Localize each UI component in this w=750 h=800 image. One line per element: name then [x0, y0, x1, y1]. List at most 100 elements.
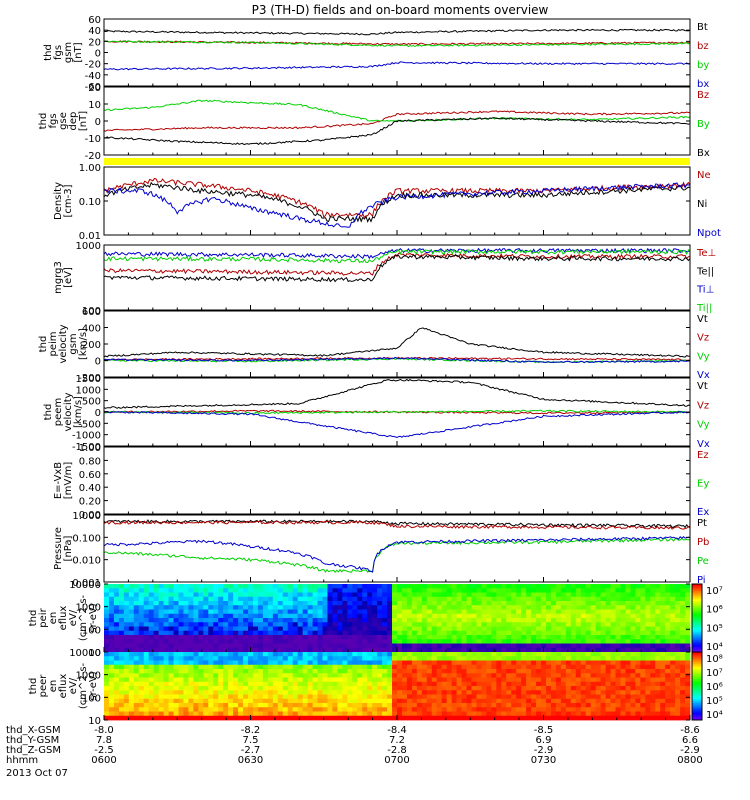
heatmap-cell — [630, 673, 636, 678]
heatmap-cell — [645, 660, 651, 666]
heatmap-cell — [342, 673, 348, 678]
heatmap-cell — [441, 588, 448, 593]
heatmap-cell — [680, 618, 686, 623]
heatmap-cell — [640, 613, 646, 619]
heatmap-cell — [491, 703, 497, 708]
heatmap-cell — [650, 588, 656, 593]
heatmap-cell — [516, 660, 522, 666]
heatmap-cell — [640, 681, 646, 687]
heatmap-cell — [372, 601, 378, 606]
heatmap-cell — [223, 656, 229, 661]
heatmap-cell — [277, 592, 284, 598]
heatmap-cell — [665, 584, 671, 589]
heatmap-cell — [367, 681, 373, 687]
heatmap-cell — [580, 605, 587, 610]
heatmap-cell — [108, 715, 115, 721]
heatmap-cell — [218, 630, 224, 636]
heatmap-cell — [436, 694, 443, 700]
heatmap-cell — [476, 613, 482, 619]
heatmap-cell — [441, 609, 448, 615]
heatmap-cell — [461, 660, 467, 666]
heatmap-cell — [267, 669, 274, 674]
y-axis-label: E=-VxB — [53, 462, 64, 499]
heatmap-cell — [675, 677, 681, 683]
heatmap-cell — [610, 647, 616, 653]
heatmap-cell — [148, 703, 155, 708]
heatmap-cell — [595, 605, 602, 610]
heatmap-cell — [337, 673, 343, 678]
heatmap-cell — [377, 669, 383, 674]
heatmap-cell — [392, 635, 398, 640]
heatmap-cell — [272, 677, 279, 683]
heatmap-cell — [466, 635, 472, 640]
heatmap-cell — [292, 639, 299, 644]
heatmap-cell — [665, 677, 671, 683]
heatmap-cell — [446, 677, 453, 683]
heatmap-cell — [506, 639, 512, 644]
heatmap-cell — [526, 609, 532, 615]
heatmap-cell — [585, 707, 592, 712]
heatmap-cell — [521, 652, 527, 657]
y-tick-label: -500 — [78, 419, 101, 430]
heatmap-cell — [108, 643, 115, 649]
heatmap-cell — [173, 592, 179, 598]
heatmap-cell — [536, 643, 542, 649]
heatmap-cell — [630, 630, 636, 636]
heatmap-cell — [670, 605, 676, 610]
heatmap-cell — [178, 715, 184, 721]
heatmap-cell — [377, 596, 383, 602]
heatmap-cell — [590, 707, 597, 712]
heatmap-cell — [282, 669, 289, 674]
heatmap-cell — [536, 596, 542, 602]
heatmap-cell — [173, 715, 179, 721]
heatmap-cell — [297, 592, 304, 598]
heatmap-cell — [282, 618, 289, 623]
heatmap-cell — [143, 690, 150, 695]
heatmap-cell — [441, 660, 448, 666]
heatmap-cell — [397, 647, 403, 653]
heatmap-cell — [297, 643, 304, 649]
heatmap-cell — [531, 686, 537, 691]
heatmap-cell — [178, 669, 184, 674]
heatmap-cell — [287, 592, 294, 598]
heatmap-cell — [287, 681, 294, 687]
heatmap-cell — [461, 584, 467, 589]
heatmap-cell — [312, 622, 318, 627]
heatmap-cell — [511, 656, 517, 661]
heatmap-cell — [168, 588, 174, 593]
heatmap-cell — [655, 588, 661, 593]
heatmap-cell — [248, 686, 254, 691]
heatmap-cell — [377, 694, 383, 700]
heatmap-cell — [406, 652, 413, 657]
heatmap-cell — [531, 613, 537, 619]
heatmap-cell — [560, 630, 567, 636]
series-line-pi — [103, 536, 691, 573]
heatmap-cell — [332, 643, 338, 649]
heatmap-cell — [262, 609, 269, 615]
heatmap-cell — [352, 630, 358, 636]
heatmap-cell — [401, 592, 408, 598]
heatmap-cell — [133, 664, 140, 670]
heatmap-cell — [521, 664, 527, 670]
heatmap-cell — [536, 681, 542, 687]
heatmap-cell — [506, 605, 512, 610]
heatmap-cell — [173, 596, 179, 602]
heatmap-cell — [496, 596, 502, 602]
heatmap-cell — [536, 698, 542, 704]
heatmap-cell — [401, 596, 408, 602]
heatmap-cell — [610, 635, 616, 640]
heatmap-cell — [312, 664, 318, 670]
heatmap-cell — [138, 711, 145, 717]
heatmap-cell — [148, 630, 155, 636]
heatmap-cell — [397, 613, 403, 619]
heatmap-cell — [248, 711, 254, 717]
heatmap-cell — [252, 698, 259, 704]
heatmap-cell — [208, 622, 214, 627]
heatmap-cell — [635, 711, 641, 717]
heatmap-cell — [511, 592, 517, 598]
heatmap-cell — [332, 592, 338, 598]
heatmap-cell — [565, 690, 572, 695]
heatmap-cell — [431, 630, 438, 636]
heatmap-cell — [615, 626, 621, 632]
heatmap-cell — [357, 715, 363, 721]
